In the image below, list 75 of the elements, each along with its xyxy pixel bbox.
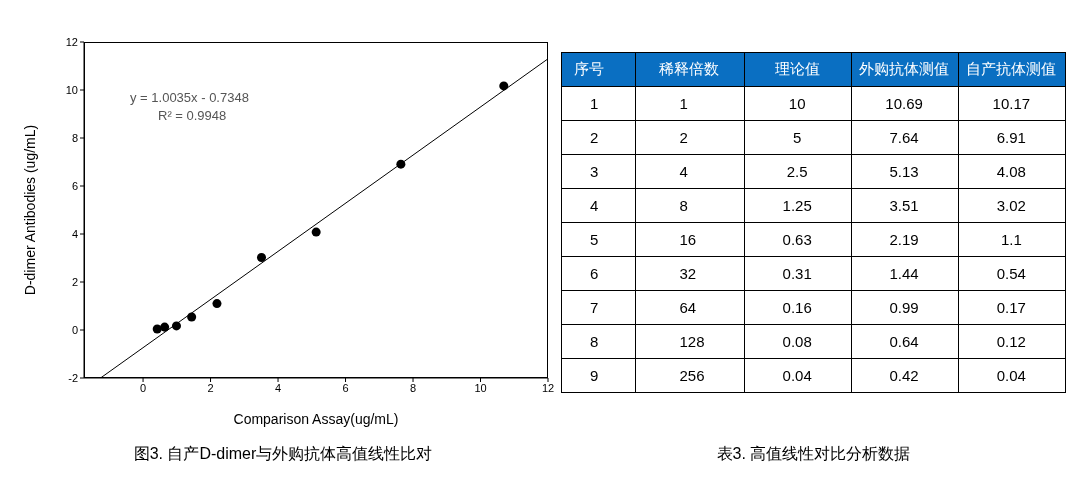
point bbox=[311, 227, 321, 237]
x-tick-label: 自产抗体测值 bbox=[958, 52, 1066, 87]
data-label: 10.17 bbox=[958, 86, 1066, 121]
data-label: 4.08 bbox=[958, 154, 1066, 189]
point bbox=[212, 299, 222, 309]
data-label: 1.1 bbox=[958, 222, 1066, 257]
y-tick-label: 0 bbox=[71, 323, 78, 336]
y-tick-label: 2 bbox=[71, 275, 78, 288]
text: 表3. 高值线性对比分析数据 bbox=[715, 444, 912, 464]
x-tick-label: 0 bbox=[139, 381, 147, 394]
x-tick-label: 8 bbox=[409, 381, 417, 394]
y-tick-label: 6 bbox=[561, 256, 636, 291]
x-tick-label: 外购抗体测值 bbox=[851, 52, 959, 87]
y-axis-title: D-dimer Antibodies (ug/mL) bbox=[21, 124, 38, 296]
x-tick-label: 理论值 bbox=[744, 52, 851, 87]
annotation: y = 1.0035x - 0.7348 bbox=[130, 90, 249, 105]
data-label: 10 bbox=[744, 86, 851, 121]
data-label: 0.63 bbox=[744, 222, 851, 257]
data-label: 32 bbox=[635, 256, 745, 291]
data-label: 4 bbox=[635, 154, 745, 189]
y-tick-label: 4 bbox=[561, 188, 636, 223]
data-label: 0.08 bbox=[744, 324, 851, 359]
x-axis-title: Comparison Assay(ug/mL) bbox=[233, 411, 399, 427]
annotation: R² = 0.9948 bbox=[158, 108, 227, 123]
y-tick-label: 8 bbox=[71, 131, 78, 144]
data-label: 0.31 bbox=[744, 256, 851, 291]
x-tick-label: 12 bbox=[541, 381, 555, 394]
data-label: 6.91 bbox=[958, 120, 1066, 155]
y-tick-label: 8 bbox=[561, 324, 636, 359]
data-label: 0.64 bbox=[851, 324, 959, 359]
y-axis-title: 序号 bbox=[561, 52, 636, 87]
x-tick-label: 4 bbox=[274, 381, 282, 394]
data-label: 0.42 bbox=[851, 358, 959, 393]
data-label: 5.13 bbox=[851, 154, 959, 189]
data-label: 0.54 bbox=[958, 256, 1066, 291]
y-tick-label: 10 bbox=[65, 83, 78, 96]
y-tick-label: 7 bbox=[561, 290, 636, 325]
data-label: 1.44 bbox=[851, 256, 959, 291]
x-tick-label: 6 bbox=[342, 381, 349, 394]
data-label: 2 bbox=[635, 120, 745, 155]
data-label: 0.04 bbox=[744, 358, 851, 393]
data-label: 1.25 bbox=[744, 188, 851, 223]
data-label: 0.16 bbox=[744, 290, 851, 325]
y-tick-label: 6 bbox=[71, 179, 78, 192]
data-label: 10.69 bbox=[851, 86, 959, 121]
data-label: 2.5 bbox=[744, 154, 851, 189]
x-tick-label: 2 bbox=[207, 381, 214, 394]
text: 图3. 自产D-dimer与外购抗体高值线性比对 bbox=[132, 444, 434, 464]
y-tick-label: 9 bbox=[561, 358, 636, 393]
data-label: 16 bbox=[635, 222, 745, 257]
data-label: 3.02 bbox=[958, 188, 1066, 223]
y-tick-label: 3 bbox=[561, 154, 636, 189]
data-label: 0.17 bbox=[958, 290, 1066, 325]
y-tick-label: 5 bbox=[561, 222, 636, 257]
data-label: 256 bbox=[635, 358, 745, 393]
data-label: 0.99 bbox=[851, 290, 959, 325]
x-tick-label: 稀释倍数 bbox=[635, 52, 745, 87]
y-tick-label: 1 bbox=[561, 86, 636, 121]
y-tick-label: 12 bbox=[65, 35, 78, 48]
data-label: 2.19 bbox=[851, 222, 959, 257]
data-label: 0.12 bbox=[958, 324, 1066, 359]
y-tick-label: 2 bbox=[561, 120, 636, 155]
data-label: 3.51 bbox=[851, 188, 959, 223]
y-tick-label: 4 bbox=[71, 227, 78, 240]
data-label: 8 bbox=[635, 188, 745, 223]
data-label: 0.04 bbox=[958, 358, 1066, 393]
data-label: 7.64 bbox=[851, 120, 959, 155]
y-tick-label: -2 bbox=[68, 371, 78, 384]
x-tick-label: 10 bbox=[474, 381, 487, 394]
point bbox=[256, 253, 267, 263]
data-label: 128 bbox=[635, 324, 745, 359]
data-label: 1 bbox=[635, 86, 745, 121]
point bbox=[152, 324, 162, 334]
data-label: 5 bbox=[744, 120, 851, 155]
data-label: 64 bbox=[635, 290, 745, 325]
